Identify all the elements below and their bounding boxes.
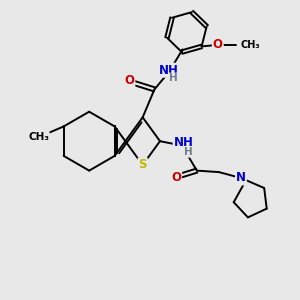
Text: CH₃: CH₃ [28, 132, 49, 142]
Text: CH₃: CH₃ [241, 40, 260, 50]
Text: O: O [124, 74, 134, 87]
Text: O: O [171, 172, 181, 184]
Text: NH: NH [159, 64, 179, 77]
Text: NH: NH [174, 136, 194, 149]
Text: S: S [138, 158, 147, 172]
Text: H: H [184, 147, 192, 157]
Text: O: O [213, 38, 223, 52]
Text: N: N [236, 172, 246, 184]
Text: H: H [169, 73, 178, 83]
